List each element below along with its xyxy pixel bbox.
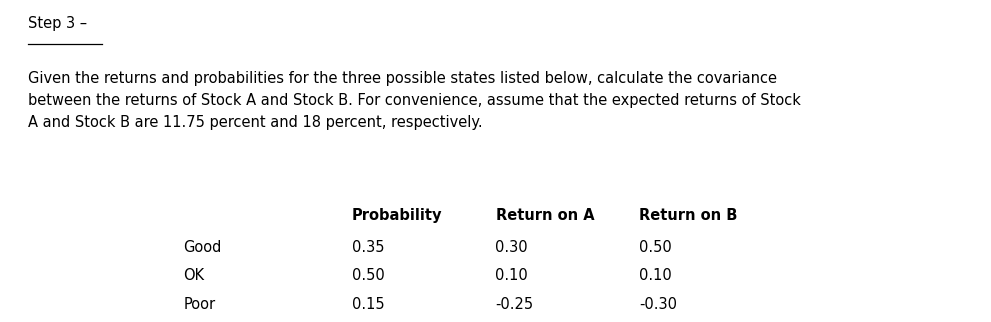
Text: 0.15: 0.15: [352, 297, 385, 312]
Text: 0.30: 0.30: [496, 240, 528, 255]
Text: 0.50: 0.50: [352, 268, 385, 283]
Text: Step 3 –: Step 3 –: [28, 16, 87, 31]
Text: 0.10: 0.10: [496, 268, 528, 283]
Text: Good: Good: [183, 240, 222, 255]
Text: 0.35: 0.35: [352, 240, 385, 255]
Text: Return on A: Return on A: [496, 208, 595, 223]
Text: Return on B: Return on B: [639, 208, 737, 223]
Text: -0.30: -0.30: [639, 297, 677, 312]
Text: Poor: Poor: [183, 297, 215, 312]
Text: 0.50: 0.50: [639, 240, 672, 255]
Text: Probability: Probability: [352, 208, 442, 223]
Text: -0.25: -0.25: [496, 297, 533, 312]
Text: 0.10: 0.10: [639, 268, 672, 283]
Text: OK: OK: [183, 268, 204, 283]
Text: Given the returns and probabilities for the three possible states listed below, : Given the returns and probabilities for …: [28, 71, 801, 130]
